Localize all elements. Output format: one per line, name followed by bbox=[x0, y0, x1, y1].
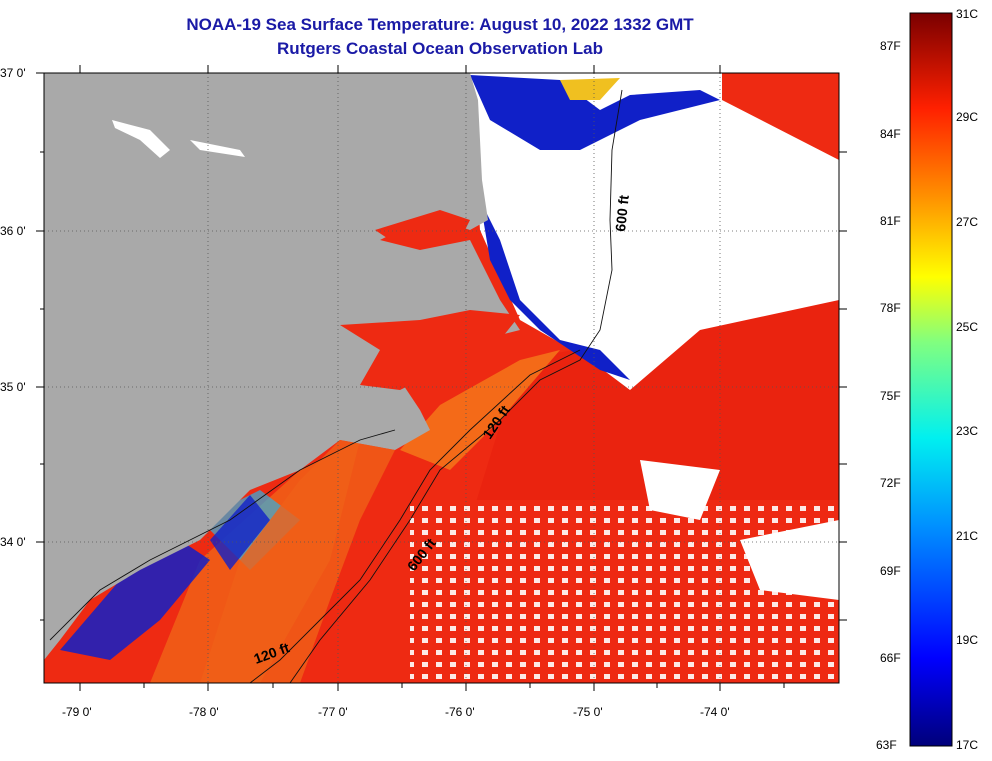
pamlico-sound bbox=[340, 310, 520, 390]
colorbar: 87F 84F 81F 78F 75F 72F 69F 66F 63F 31C … bbox=[876, 7, 978, 752]
map-title: NOAA-19 Sea Surface Temperature: August … bbox=[186, 15, 694, 34]
map-frame bbox=[43, 72, 840, 684]
tick-marks bbox=[36, 65, 847, 691]
lon-label: -78 0' bbox=[189, 705, 219, 719]
cloud-south bbox=[410, 500, 839, 683]
lat-label: 37 0' bbox=[0, 66, 26, 80]
colorbar-c-label: 25C bbox=[956, 320, 978, 334]
colorbar-f-label: 66F bbox=[880, 651, 901, 665]
colorbar-gradient bbox=[909, 12, 953, 747]
isobath-contours bbox=[49, 89, 623, 683]
lon-label: -75 0' bbox=[573, 705, 603, 719]
lat-label: 34 0' bbox=[0, 535, 26, 549]
colorbar-c-label: 31C bbox=[956, 7, 978, 21]
colorbar-f-label: 63F bbox=[876, 738, 897, 752]
colorbar-c-label: 27C bbox=[956, 215, 978, 229]
lon-label: -76 0' bbox=[445, 705, 475, 719]
lat-lon-grid bbox=[44, 73, 839, 683]
colorbar-c-label: 21C bbox=[956, 529, 978, 543]
map-panel: 600 ft 120 ft 600 ft 120 ft bbox=[44, 73, 839, 683]
cloud-north bbox=[470, 73, 839, 390]
colorbar-f-label: 78F bbox=[880, 301, 901, 315]
cool-water-south bbox=[60, 540, 210, 660]
colorbar-c-label: 23C bbox=[956, 424, 978, 438]
colorbar-f-label: 75F bbox=[880, 389, 901, 403]
lat-label: 36 0' bbox=[0, 224, 26, 238]
colorbar-f-label: 72F bbox=[880, 476, 901, 490]
land bbox=[44, 73, 520, 660]
map-subtitle: Rutgers Coastal Ocean Observation Lab bbox=[277, 39, 603, 58]
lat-label: 35 0' bbox=[0, 380, 26, 394]
colorbar-c-label: 19C bbox=[956, 633, 978, 647]
cool-water-north bbox=[470, 75, 720, 150]
colorbar-f-label: 87F bbox=[880, 39, 901, 53]
colorbar-c-label: 29C bbox=[956, 110, 978, 124]
lon-label: -77 0' bbox=[318, 705, 348, 719]
colorbar-f-label: 69F bbox=[880, 564, 901, 578]
colorbar-f-label: 81F bbox=[880, 214, 901, 228]
warm-coastal-band bbox=[400, 350, 560, 470]
isobath-label-600-north: 600 ft bbox=[612, 194, 632, 232]
colorbar-f-label: 84F bbox=[880, 127, 901, 141]
lon-label: -74 0' bbox=[700, 705, 730, 719]
colorbar-c-label: 17C bbox=[956, 738, 978, 752]
lon-label: -79 0' bbox=[62, 705, 92, 719]
